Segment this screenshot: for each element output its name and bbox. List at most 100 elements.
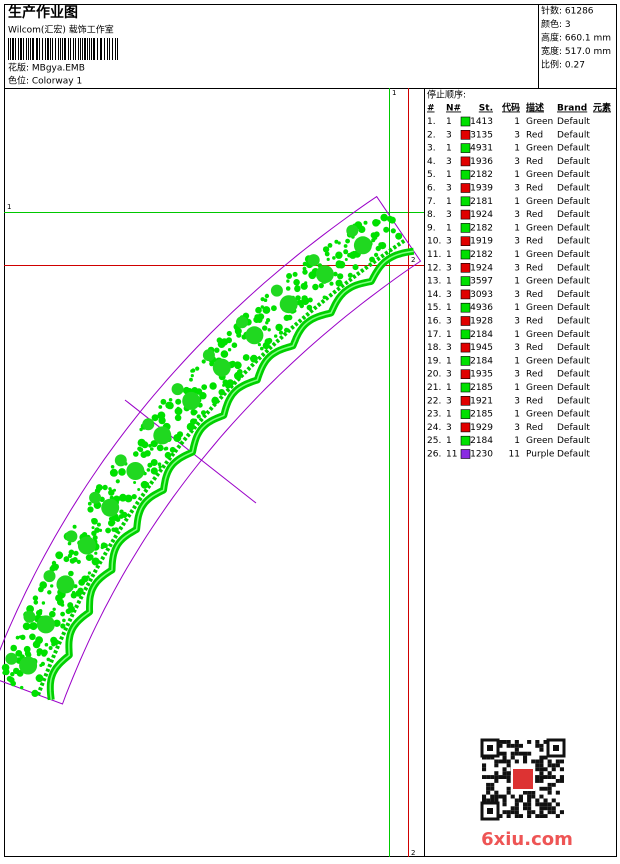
needle: 3 [446,317,452,327]
lace-dot [236,369,243,375]
qr-cell [535,740,540,744]
bar-stripe [62,38,63,60]
qr-cell [490,794,495,799]
lace-dot [260,305,264,309]
code: 3 [514,370,520,380]
leaf [5,652,18,665]
lace-dot [378,242,384,248]
description: Green [526,436,553,446]
lace-dot [344,258,348,261]
qr-cell [543,775,548,779]
needle: 3 [446,210,452,220]
lace-dot [302,269,308,275]
qr-cell [539,786,544,791]
color-swatch [460,209,471,220]
code: 3 [514,130,520,140]
lace-dot [324,251,330,257]
bar-stripe [78,38,79,60]
qr-cell [502,751,507,756]
bar-stripe [73,38,74,60]
stitches: 1928 [470,317,493,327]
lace-dot [226,379,234,387]
stitches: 1413 [470,117,493,127]
lace-dot [190,374,194,378]
bar-stripe [26,38,27,60]
description: Green [526,197,553,207]
bar-stripe [47,38,49,60]
lace-dot [150,467,158,475]
lace-dot [68,570,74,577]
lace-dot [190,409,197,416]
qr-cell [494,763,499,768]
lace-dot [347,252,352,258]
qr-cell [543,798,548,803]
lace-dot [164,451,172,459]
qr-cell [506,790,511,795]
lace-dot [242,354,250,361]
needle: 3 [446,263,452,273]
lace-dot [18,635,22,639]
bar-stripe [117,38,118,60]
bar-stripe [68,38,69,60]
stitches: 3135 [470,130,493,140]
stat: 针数: 61286 [541,5,594,17]
bar-stripe [32,38,34,60]
brand: Default [557,450,590,460]
lace-dot [295,295,301,301]
qr-cell [539,810,544,815]
qr-cell [527,806,532,811]
guide-label: 1 [392,89,396,97]
color-swatch [460,262,471,273]
row-number: 11. [427,250,441,260]
stat: 颜色: 3 [541,18,571,30]
design-name: 花版: MBgya.EMB [8,62,85,74]
lace-dot [133,481,137,484]
qr-cell [486,755,491,760]
code: 1 [514,410,520,420]
qr-cell [535,743,540,748]
lace-dot [87,571,91,575]
lace-dot [41,651,47,657]
bar-stripe [104,38,105,60]
lace-dot [118,468,126,476]
bar-stripe [10,38,11,60]
lace-dot [231,342,238,349]
lace-dot [29,633,36,641]
lace-dot [395,232,403,240]
code: 3 [514,157,520,167]
leaf [307,254,320,267]
qr-cell [498,759,503,764]
lace-dot [108,487,112,491]
lace-dot [150,440,158,448]
colorway: 色位: Colorway 1 [8,75,82,87]
lace-dot [140,480,149,489]
bar-stripe [107,38,108,60]
lace-dot [176,406,180,410]
stat: 宽度: 517.0 mm [541,45,611,57]
qr-cell [490,786,495,791]
lace-dot [327,243,333,248]
needle: 1 [446,117,452,127]
qr-cell [514,806,519,811]
stitches: 1929 [470,423,493,433]
lace-dot [220,338,229,346]
lace-dot [300,282,308,290]
qr-cell [539,794,544,799]
brand: Default [557,144,590,154]
row-number: 2. [427,130,436,140]
lace-dot [201,410,206,416]
lace-dot [158,405,163,409]
lace-dot [335,260,343,267]
flower [245,326,264,345]
lace-dot [175,398,182,405]
lace-dot [241,334,247,340]
qr-cell [482,763,487,768]
qr-cell [539,802,544,807]
qr-cell [535,763,540,768]
row-number: 19. [427,356,441,366]
qr-cell [555,802,560,807]
lace-dot [174,407,183,416]
qr-cell [535,759,540,764]
lace-dot [52,607,56,611]
lace-band [36,237,408,696]
